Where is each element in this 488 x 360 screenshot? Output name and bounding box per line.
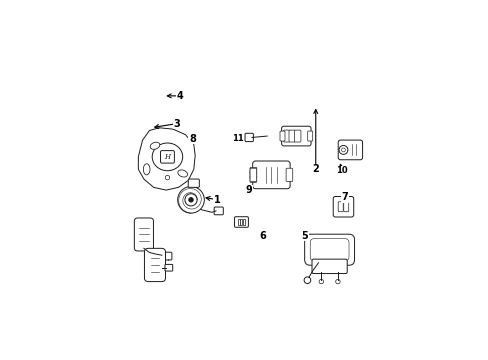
FancyBboxPatch shape [307,131,312,141]
FancyBboxPatch shape [161,252,172,260]
FancyBboxPatch shape [283,130,289,142]
FancyBboxPatch shape [188,179,199,187]
FancyBboxPatch shape [144,248,165,282]
FancyBboxPatch shape [134,218,153,251]
FancyBboxPatch shape [252,161,289,189]
FancyBboxPatch shape [311,259,346,274]
FancyBboxPatch shape [338,202,343,212]
Bar [243,219,244,225]
FancyBboxPatch shape [249,172,256,178]
FancyBboxPatch shape [249,168,256,181]
Text: 7: 7 [341,192,347,202]
Text: 8: 8 [188,134,195,144]
FancyBboxPatch shape [343,202,348,212]
FancyBboxPatch shape [244,133,253,141]
Text: 9: 9 [245,185,252,195]
Ellipse shape [143,164,150,175]
Ellipse shape [152,143,183,171]
Text: 10: 10 [336,166,347,175]
Text: 4: 4 [176,91,183,101]
Text: 11: 11 [232,134,244,143]
Ellipse shape [178,170,187,177]
Text: 3: 3 [173,118,180,129]
Bar [240,219,242,225]
FancyBboxPatch shape [309,239,348,261]
FancyBboxPatch shape [288,130,295,142]
FancyBboxPatch shape [280,131,285,141]
Text: 5: 5 [301,231,307,241]
FancyBboxPatch shape [164,264,172,271]
FancyBboxPatch shape [332,197,353,217]
FancyBboxPatch shape [234,217,248,227]
FancyBboxPatch shape [214,207,223,215]
Bar [238,219,240,225]
Circle shape [188,198,193,202]
Text: 6: 6 [259,231,266,241]
FancyBboxPatch shape [294,130,300,142]
FancyBboxPatch shape [160,150,174,163]
FancyBboxPatch shape [249,176,256,183]
Text: 2: 2 [312,164,319,174]
FancyBboxPatch shape [304,234,354,265]
Text: 1: 1 [214,195,220,205]
FancyBboxPatch shape [338,140,362,160]
Polygon shape [138,128,195,190]
FancyBboxPatch shape [249,167,256,174]
FancyBboxPatch shape [281,126,310,146]
FancyBboxPatch shape [285,168,292,181]
Text: H: H [164,153,170,161]
Ellipse shape [150,142,160,149]
